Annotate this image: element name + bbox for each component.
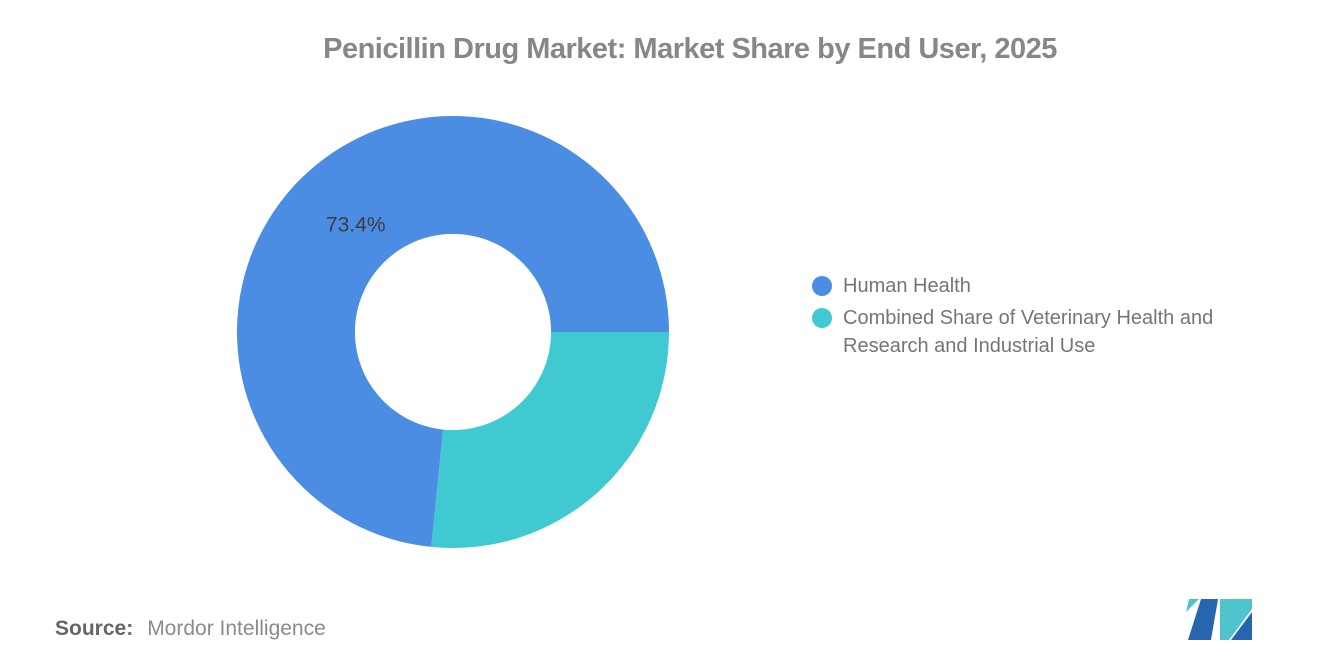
legend-marker-combined-share xyxy=(812,308,832,328)
logo-teal-square xyxy=(1220,599,1252,640)
source-line: Source: Mordor Intelligence xyxy=(55,616,326,642)
slice-data-label: 73.4% xyxy=(326,213,386,236)
logo-teal-top-left-triangle xyxy=(1186,599,1199,612)
source-value: Mordor Intelligence xyxy=(147,617,326,640)
donut-chart: 73.4% xyxy=(237,116,669,548)
legend-label-human-health: Human Health xyxy=(843,275,971,297)
legend: Human Health Combined Share of Veterinar… xyxy=(812,272,1264,364)
legend-marker-human-health xyxy=(812,276,832,296)
legend-item-human-health[interactable]: Human Health xyxy=(812,272,1264,300)
logo-blue-diagonal-band xyxy=(1188,599,1218,640)
legend-item-combined-share[interactable]: Combined Share of Veterinary Health and … xyxy=(812,304,1264,360)
legend-label-combined-share: Combined Share of Veterinary Health and … xyxy=(843,307,1214,357)
source-label: Source: xyxy=(55,617,134,640)
chart-title: Penicillin Drug Market: Market Share by … xyxy=(323,33,1057,65)
logo-blue-bottom-right-triangle xyxy=(1231,612,1252,640)
mordor-intelligence-logo-icon xyxy=(1186,599,1252,640)
donut-slice-2[interactable] xyxy=(431,332,669,548)
donut-slice-1[interactable] xyxy=(237,116,669,547)
